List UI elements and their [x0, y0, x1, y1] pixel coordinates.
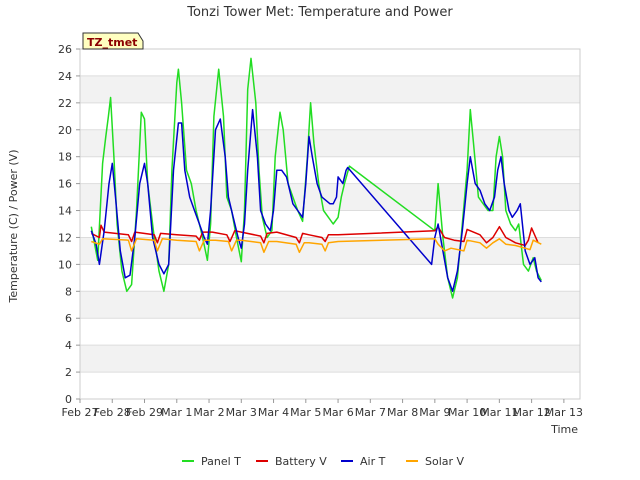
y-tick-label: 20 — [58, 124, 72, 137]
y-axis-label: Temperature (C) / Power (V) — [7, 149, 20, 303]
x-tick-label: Feb 29 — [126, 406, 163, 419]
y-tick-label: 6 — [65, 312, 72, 325]
background-bands — [80, 75, 580, 373]
x-tick-label: Mar 9 — [419, 406, 450, 419]
y-tick-label: 16 — [58, 178, 72, 191]
x-tick-label: Feb 27 — [62, 406, 99, 419]
legend-label: Battery V — [275, 455, 327, 468]
x-tick-label: Mar 8 — [387, 406, 418, 419]
y-tick-label: 2 — [65, 366, 72, 379]
y-tick-label: 22 — [58, 97, 72, 110]
legend-label: Solar V — [425, 455, 465, 468]
background-band — [80, 291, 580, 319]
y-tick-label: 10 — [58, 258, 72, 271]
x-axis-label: Time — [550, 423, 578, 436]
series-line-solar-v — [91, 238, 542, 254]
series-line-battery-v — [90, 224, 539, 247]
x-tick-label: Feb 28 — [94, 406, 131, 419]
y-tick-label: 14 — [58, 205, 72, 218]
station-badge-label: TZ_tmet — [87, 36, 137, 49]
x-tick-label: Mar 1 — [161, 406, 192, 419]
station-badge-box — [82, 32, 144, 50]
series-line-air-t — [90, 108, 542, 293]
series-lines — [90, 57, 542, 299]
y-tick-label: 18 — [58, 151, 72, 164]
legend-label: Panel T — [201, 455, 241, 468]
background-band — [80, 75, 580, 103]
x-tick-label: Mar 7 — [355, 406, 386, 419]
legend: Panel T Battery V Air T Solar V — [182, 455, 465, 468]
background-band — [80, 183, 580, 211]
station-badge: TZ_tmet — [82, 32, 144, 50]
x-tick-label: Mar 6 — [322, 406, 353, 419]
series-line-panel-t — [90, 57, 542, 299]
x-tick-label: Mar 11 — [480, 406, 518, 419]
y-tick-label: 0 — [65, 393, 72, 406]
x-tick-label: Mar 4 — [258, 406, 289, 419]
x-tick-label: Mar 3 — [226, 406, 257, 419]
background-band — [80, 129, 580, 157]
x-tick-label: Mar 5 — [290, 406, 321, 419]
y-tick-label: 8 — [65, 285, 72, 298]
plot-frame — [79, 48, 581, 400]
legend-label: Air T — [360, 455, 386, 468]
x-tick-label: Mar 2 — [193, 406, 224, 419]
x-tick-label: Mar 12 — [512, 406, 550, 419]
y-tick-label: 26 — [58, 43, 72, 56]
background-band — [80, 345, 580, 373]
y-tick-label: 12 — [58, 231, 72, 244]
x-tick-label: Mar 10 — [448, 406, 486, 419]
y-tick-label: 24 — [58, 70, 72, 83]
x-tick-label: Mar 13 — [545, 406, 583, 419]
y-tick-label: 4 — [65, 339, 72, 352]
chart-title: Tonzi Tower Met: Temperature and Power — [186, 5, 453, 20]
